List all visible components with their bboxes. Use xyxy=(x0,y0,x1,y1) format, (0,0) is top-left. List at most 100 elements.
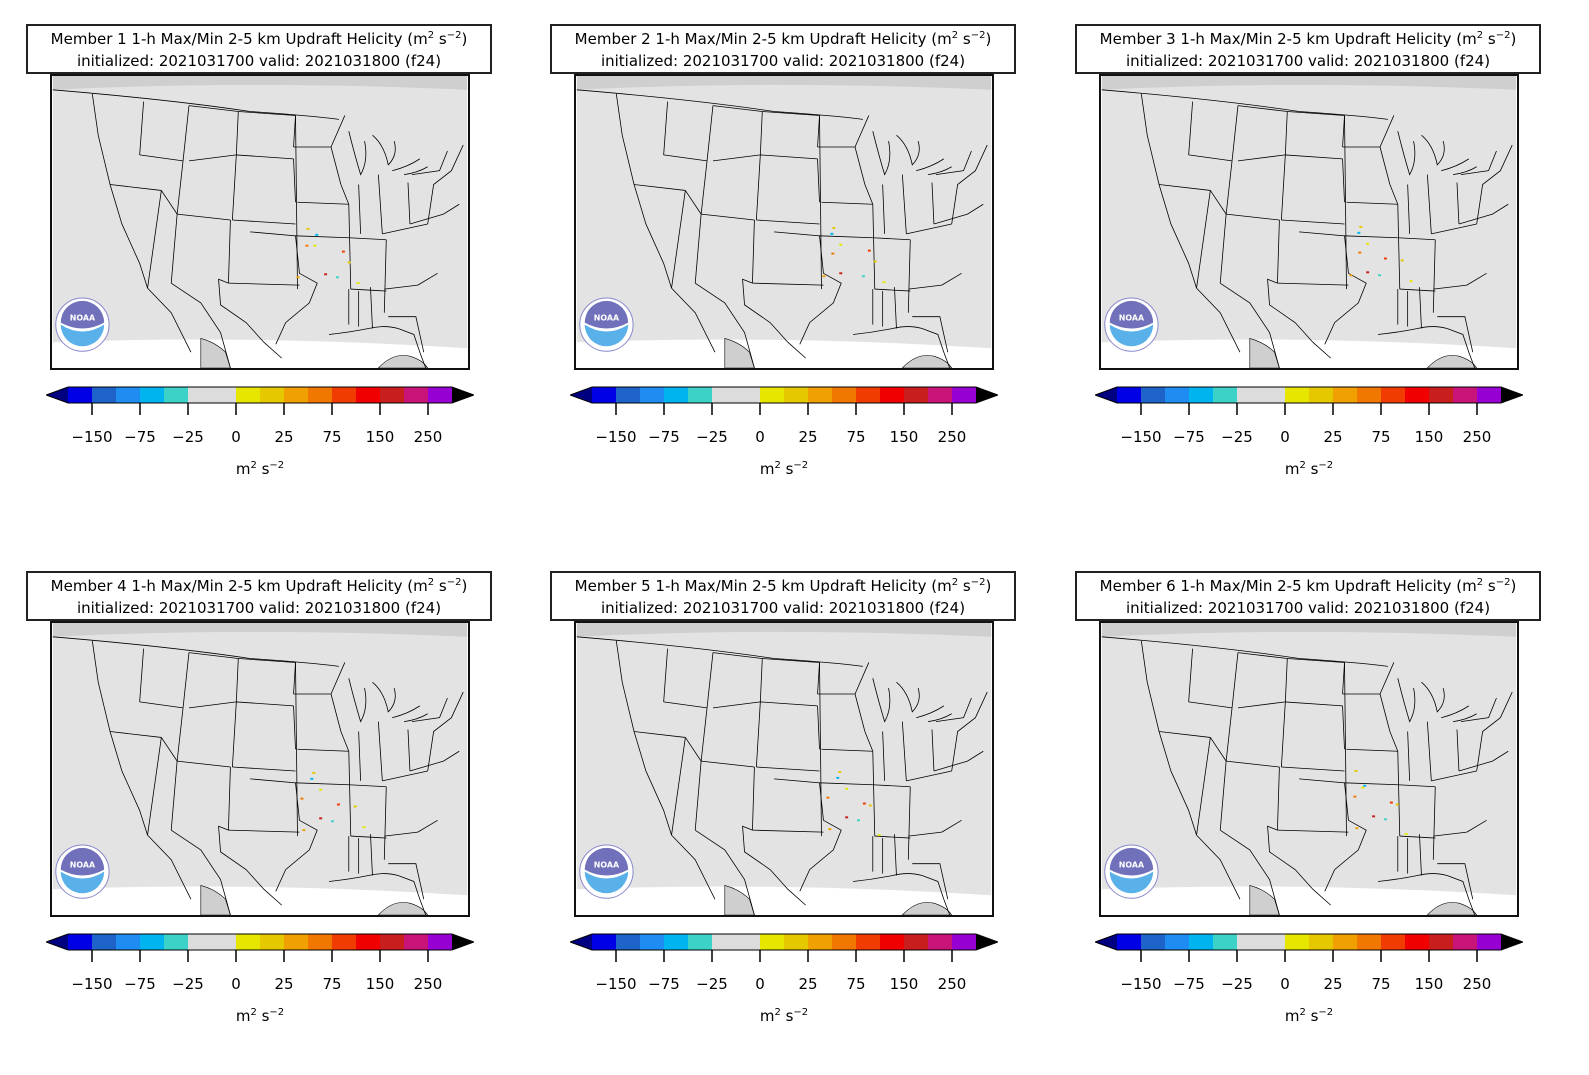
state-border xyxy=(372,134,396,166)
unit-base: m xyxy=(759,460,775,478)
state-border xyxy=(295,115,298,290)
colorbar-unit-label: m2 s−2 xyxy=(550,460,1018,478)
helicity-swath xyxy=(1363,784,1367,787)
state-border xyxy=(1210,737,1227,762)
colorbar-tick-label: 25 xyxy=(274,975,294,993)
colorbar-segment xyxy=(308,934,333,950)
map-svg: NOAA xyxy=(576,76,992,368)
unit-base: m xyxy=(759,1007,775,1025)
colorbar-tick-labels: −150 −75 −25 0 25 75 150 250 xyxy=(570,428,998,448)
colorbar-segment xyxy=(952,387,977,403)
unit-sup: 2 xyxy=(250,460,257,471)
state-border xyxy=(177,760,231,768)
state-border xyxy=(235,658,239,702)
colorbar-segment xyxy=(284,387,309,403)
state-border xyxy=(819,115,822,290)
state-border xyxy=(1159,184,1211,191)
state-border xyxy=(1237,154,1286,162)
map-frame: NOAA xyxy=(574,621,994,917)
state-border xyxy=(1281,219,1345,225)
panel-title: Member 1 1-h Max/Min 2-5 km Updraft Heli… xyxy=(26,24,492,74)
state-border xyxy=(1342,705,1345,750)
colorbar-segment xyxy=(236,934,261,950)
colorbar-segment xyxy=(856,934,881,950)
state-border xyxy=(819,662,822,837)
state-border xyxy=(762,111,820,116)
helicity-swath xyxy=(1404,833,1408,836)
state-border xyxy=(1452,166,1477,176)
title-sup2: −2 xyxy=(970,577,986,588)
member-panel: Member 4 1-h Max/Min 2-5 km Updraft Heli… xyxy=(26,571,546,1071)
helicity-swath xyxy=(319,788,323,791)
state-border xyxy=(139,701,184,709)
colorbar-tick-label: −75 xyxy=(124,428,156,446)
state-border xyxy=(933,750,984,772)
state-border xyxy=(817,705,820,750)
state-border xyxy=(906,223,952,235)
helicity-swath xyxy=(1409,280,1413,283)
helicity-swath xyxy=(1383,257,1387,260)
state-border xyxy=(576,636,863,667)
state-border xyxy=(52,89,339,120)
helicity-swath xyxy=(331,820,334,823)
colorbar-ticks-svg xyxy=(1140,950,1478,962)
state-border xyxy=(228,767,231,831)
state-border xyxy=(1140,640,1197,836)
domain-shading xyxy=(576,82,992,349)
state-border xyxy=(1284,111,1288,155)
state-border xyxy=(819,235,873,239)
colorbar-segment xyxy=(164,387,189,403)
state-border xyxy=(218,825,282,906)
state-border xyxy=(634,184,686,191)
colorbar-segment xyxy=(212,934,237,950)
state-border xyxy=(232,766,296,772)
domain-shading xyxy=(1101,629,1517,896)
state-border xyxy=(941,819,962,833)
helicity-swath xyxy=(1353,795,1357,798)
state-border xyxy=(350,288,387,292)
state-border xyxy=(1219,214,1227,284)
unit-sup: 2 xyxy=(774,1007,781,1018)
cuba-landmass xyxy=(901,355,953,368)
title-sup: 2 xyxy=(427,30,435,41)
state-border xyxy=(231,154,237,221)
state-border xyxy=(1342,115,1395,148)
state-border xyxy=(935,697,972,723)
colorbar-segment xyxy=(1429,934,1454,950)
state-border xyxy=(921,328,951,368)
helicity-swath xyxy=(362,826,366,829)
state-border xyxy=(388,863,425,900)
state-border xyxy=(1437,316,1474,353)
state-border xyxy=(1219,761,1227,831)
state-border xyxy=(1287,658,1345,663)
colorbar-segment xyxy=(356,934,381,950)
state-border xyxy=(759,658,763,702)
colorbar-tick-label: −25 xyxy=(172,975,204,993)
state-border xyxy=(756,766,820,772)
colorbar-segment xyxy=(760,387,785,403)
panel-title: Member 2 1-h Max/Min 2-5 km Updraft Heli… xyxy=(550,24,1016,74)
state-border xyxy=(941,272,962,286)
unit-sup2: −2 xyxy=(1318,460,1334,471)
state-border xyxy=(409,750,460,772)
colorbar-segment xyxy=(784,387,809,403)
state-border xyxy=(1231,652,1239,708)
state-border xyxy=(411,150,448,176)
colorbar-segment xyxy=(308,387,333,403)
state-border xyxy=(1419,834,1422,876)
colorbar-segment xyxy=(1285,387,1310,403)
state-border xyxy=(671,737,686,836)
state-border xyxy=(712,154,761,162)
helicity-swath xyxy=(828,828,832,831)
colorbar-tick-label: −25 xyxy=(1221,428,1253,446)
state-border xyxy=(417,272,438,286)
colorbar-segment xyxy=(1117,387,1142,403)
state-border xyxy=(407,729,411,771)
colorbar-segment xyxy=(736,934,761,950)
helicity-swath xyxy=(839,272,843,275)
colorbar-tick-label: 0 xyxy=(755,428,765,446)
colorbar-segment xyxy=(260,934,285,950)
state-border xyxy=(372,681,396,713)
state-border xyxy=(161,737,178,762)
title-mid: s xyxy=(1483,577,1496,595)
